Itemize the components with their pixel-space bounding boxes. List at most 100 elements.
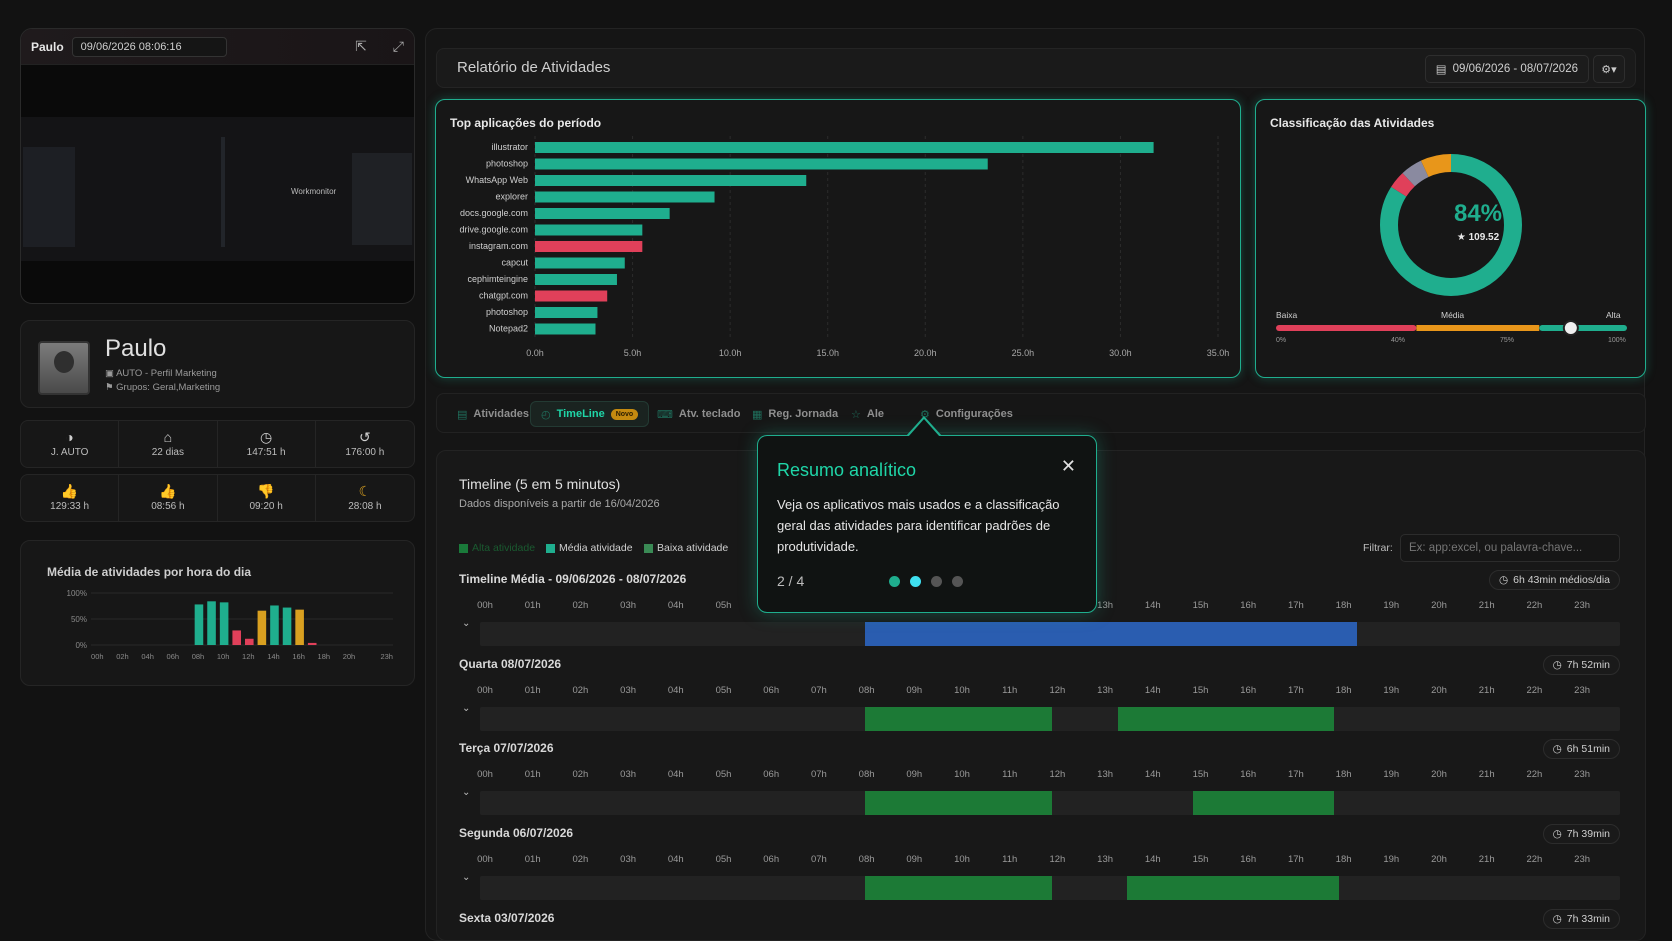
hour-bar[interactable]	[282, 607, 292, 645]
step-dot-4[interactable]	[952, 576, 963, 587]
hour-label: 11h	[1002, 854, 1018, 865]
step-dot-3[interactable]	[931, 576, 942, 587]
hour-bar[interactable]	[232, 630, 241, 645]
hour-label: 14h	[1144, 854, 1161, 865]
classification-card: Classificação das Atividades 84% ★ 109.5…	[1255, 99, 1646, 378]
day-total-badge: ◷ 7h 39min	[1542, 824, 1620, 844]
x-tick-label: 20.0h	[914, 348, 937, 358]
tab-table[interactable]: ▤ Atividades	[447, 401, 539, 427]
app-bar[interactable]	[535, 158, 988, 170]
popover-body: Veja os aplicativos mais usados e a clas…	[777, 497, 1060, 554]
app-bar[interactable]	[535, 191, 715, 203]
hour-bar[interactable]	[207, 601, 216, 645]
hour-bar[interactable]	[219, 602, 229, 645]
gauge-handle[interactable]	[1562, 320, 1579, 336]
x-tick-label: 0.0h	[526, 348, 544, 358]
hour-label: 15h	[1192, 600, 1209, 611]
step-dot-2[interactable]	[910, 576, 921, 587]
app-bar[interactable]	[535, 307, 598, 318]
activity-segment	[864, 791, 1053, 815]
activity-segment	[1127, 876, 1339, 900]
gauge-tick-40: 40%	[1391, 337, 1406, 344]
day-total-badge: ◷ 6h 51min	[1542, 739, 1620, 759]
screen-brand-text: Workmonitor	[291, 187, 337, 196]
hour-label: 08h	[858, 685, 875, 696]
hour-label: 23h	[1574, 685, 1591, 696]
legend-item-1[interactable]: Média atividade	[546, 542, 633, 554]
tab-label: Configurações	[935, 408, 1013, 420]
expand-chevron-icon[interactable]: ⌄	[462, 703, 471, 714]
category-label: illustrator	[491, 142, 528, 152]
hour-label: 16h	[1240, 600, 1257, 611]
clock-icon: ◷	[1552, 828, 1562, 840]
hour-label: 04h	[667, 600, 684, 611]
legend-swatch	[459, 543, 468, 553]
open-external-icon[interactable]: ⇱	[355, 38, 367, 54]
hour-bar[interactable]	[245, 638, 254, 645]
app-bar[interactable]	[535, 208, 670, 219]
donut-slice[interactable]	[1380, 154, 1522, 296]
app-bar[interactable]	[535, 257, 625, 269]
tab-keyboard[interactable]: ⌨ Atv. teclado	[647, 401, 750, 427]
hour-label: 21h	[1478, 854, 1495, 865]
hour-label: 16h	[1240, 854, 1257, 865]
thumbs-up-gray-icon: 👍	[159, 483, 177, 499]
app-bar[interactable]	[535, 241, 643, 252]
expand-chevron-icon[interactable]: ⌄	[462, 787, 471, 798]
preview-header: Paulo 09/06/2026 08:06:16 ⇱ ⤢	[21, 29, 414, 65]
profile-groups: ⚑ Grupos: Geral,Marketing	[105, 382, 221, 393]
day-activity-track[interactable]	[480, 791, 1620, 815]
day-activity-track[interactable]	[480, 707, 1620, 731]
timeline-filter-input[interactable]	[1400, 534, 1620, 562]
hour-label: 14h	[1144, 600, 1161, 611]
step-dot-1[interactable]	[889, 576, 900, 587]
hour-label: 06h	[763, 854, 780, 865]
hour-label: 06h	[763, 685, 780, 696]
hour-label: 09h	[906, 685, 923, 696]
legend-item-0[interactable]: Alta atividade	[459, 542, 535, 554]
hour-label: 23h	[1574, 854, 1591, 865]
legend-item-2[interactable]: Baixa atividade	[644, 542, 728, 554]
hour-label: 08h	[858, 769, 875, 780]
hour-label: 17h	[1287, 685, 1304, 696]
day-activity-track[interactable]	[480, 622, 1620, 646]
day-activity-track[interactable]	[480, 876, 1620, 900]
app-bar[interactable]	[535, 142, 1154, 153]
hour-label: 15h	[1192, 769, 1209, 780]
app-bar[interactable]	[535, 224, 643, 236]
tab-gear[interactable]: ⚙ Configurações	[910, 401, 1023, 427]
app-bar[interactable]	[535, 290, 608, 302]
hour-label: 15h	[1192, 685, 1209, 696]
x-tick-label: 23h	[380, 652, 393, 661]
top-apps-card: Top aplicações do período 0.0h 5.0h 10.0h 1…	[435, 99, 1241, 378]
top-apps-chart: 0.0h 5.0h 10.0h 15.0h 20.0h 25.0h 30.0h 35.0h il…	[459, 136, 1229, 358]
stat-value: J. AUTO	[50, 447, 89, 458]
tab-alert[interactable]: ☆ Ale	[841, 401, 894, 427]
gauge-tick-75: 75%	[1500, 337, 1515, 344]
hour-label: 20h	[1431, 600, 1447, 611]
expand-chevron-icon[interactable]: ⌄	[462, 618, 471, 629]
top-apps-title: Top aplicações do período	[450, 116, 602, 130]
stat-stats_row2-3: ☾ 28:08 h	[316, 475, 414, 521]
close-icon[interactable]: ✕	[1060, 456, 1076, 476]
expand-chevron-icon[interactable]: ⌄	[462, 872, 471, 883]
settings-dropdown-button[interactable]: ⚙▾	[1593, 55, 1625, 83]
hour-bar[interactable]	[307, 642, 317, 645]
date-range-picker[interactable]: ▤ 09/06/2026 - 08/07/2026	[1424, 55, 1589, 83]
hour-bar[interactable]	[257, 610, 267, 645]
fullscreen-icon[interactable]: ⤢	[392, 38, 404, 54]
tab-journal[interactable]: ▦ Reg. Jornada	[742, 401, 848, 427]
tab-timeline[interactable]: ◴ TimeLine Novo	[530, 401, 650, 427]
app-bar[interactable]	[535, 274, 617, 285]
x-tick-label: 10.0h	[719, 348, 742, 358]
hour-bar[interactable]	[270, 605, 279, 645]
day-title: Terça 07/07/2026	[459, 741, 554, 755]
hour-bar[interactable]	[194, 604, 204, 645]
category-label: explorer	[495, 192, 528, 202]
activity-segment	[1118, 707, 1334, 731]
app-bar[interactable]	[535, 175, 807, 186]
hour-bar[interactable]	[295, 609, 304, 645]
day-total-value: 6h 51min	[1566, 743, 1610, 755]
live-screen-preview[interactable]: Paulo 09/06/2026 08:06:16 ⇱ ⤢ Workmonito…	[20, 28, 415, 304]
app-bar[interactable]	[535, 323, 596, 335]
